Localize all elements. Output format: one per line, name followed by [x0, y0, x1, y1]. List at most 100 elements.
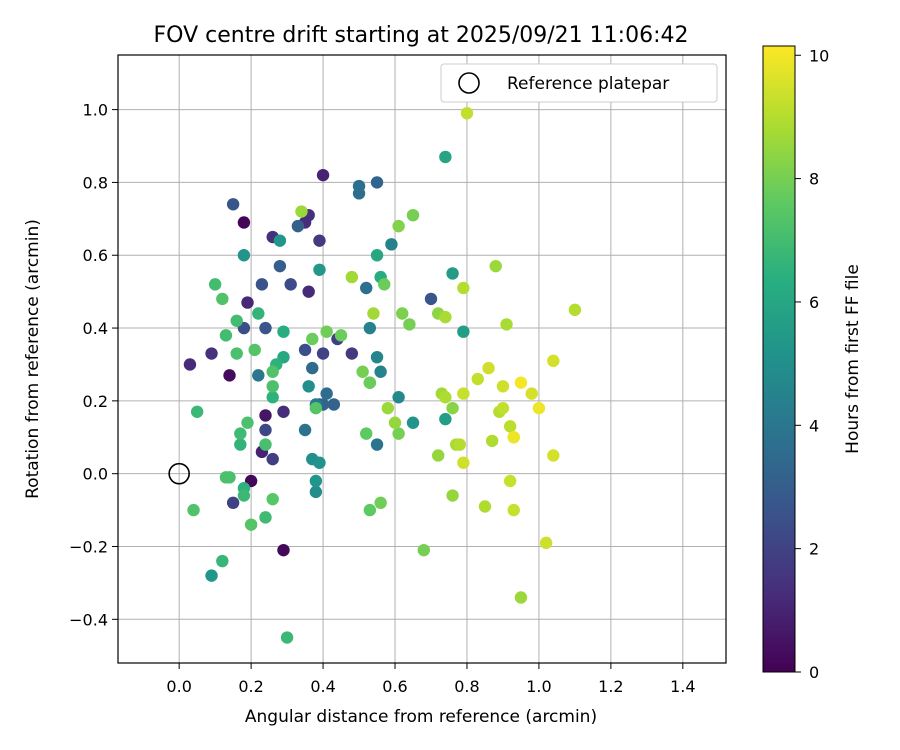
scatter-point [374, 365, 387, 378]
scatter-point [460, 107, 474, 120]
scatter-point [306, 361, 319, 375]
scatter-point [478, 500, 492, 513]
scatter-point [385, 238, 398, 251]
colorbar-tick-label: 10 [809, 46, 829, 65]
scatter-point [273, 259, 287, 273]
legend: Reference platepar [440, 63, 718, 103]
scatter-point [352, 179, 366, 193]
scatter-point [363, 376, 377, 389]
scatter-point [363, 321, 377, 335]
scatter-point [457, 325, 470, 338]
scatter-point [334, 329, 348, 342]
scatter-point [280, 631, 294, 644]
scatter-point [244, 518, 258, 531]
scatter-point [457, 387, 470, 400]
scatter-point [500, 318, 513, 331]
x-axis-ticks: 0.0 0.2 0.4 0.6 0.8 1.0 1.2 1.4 [166, 663, 696, 696]
y-tick-label: 0.0 [83, 465, 108, 484]
scatter-point [259, 321, 272, 335]
scatter-point [309, 401, 323, 415]
scatter-point [277, 543, 290, 557]
scatter-point [327, 398, 341, 411]
scatter-point [424, 292, 438, 306]
colorbar-ticks: 0 2 4 6 8 10 [795, 46, 829, 682]
scatter-point [367, 307, 380, 320]
scatter-point [241, 296, 254, 309]
scatter-point [226, 496, 240, 510]
scatter-point [266, 365, 279, 378]
chart-title: FOV centre drift starting at 2025/09/21 … [154, 23, 689, 48]
x-tick-label: 0.4 [310, 677, 335, 696]
scatter-point [453, 438, 466, 451]
colorbar-tick-label: 4 [809, 416, 819, 435]
reference-platepar-marker [168, 462, 190, 485]
scatter-point [388, 416, 402, 429]
scatter-point [313, 263, 326, 277]
scatter-point [223, 369, 236, 382]
scatter-point [406, 416, 420, 429]
scatter-point [237, 216, 251, 229]
scatter-point [183, 358, 197, 371]
scatter-point [403, 318, 416, 331]
scatter-point [306, 332, 319, 346]
scatter-point [439, 150, 452, 164]
scatter-point [446, 401, 459, 415]
legend-reference-label: Reference platepar [507, 74, 669, 94]
scatter-point [431, 449, 445, 462]
colorbar-tick-label: 6 [809, 293, 819, 312]
scatter-point [226, 198, 240, 211]
scatter-point [360, 427, 373, 440]
scatter-point [248, 343, 261, 357]
y-tick-label: −0.2 [69, 537, 108, 556]
scatter-point [363, 503, 377, 517]
scatter-point [277, 325, 290, 338]
x-tick-label: 0.6 [382, 677, 407, 696]
scatter-point [277, 405, 290, 418]
scatter-point [446, 489, 459, 502]
colorbar-tick-label: 0 [809, 663, 819, 682]
x-tick-label: 0.8 [454, 677, 479, 696]
scatter-point [190, 405, 204, 418]
scatter-point [216, 292, 229, 306]
scatter-point [547, 449, 560, 462]
y-tick-label: −0.4 [69, 610, 108, 629]
scatter-point [205, 347, 218, 360]
y-tick-label: 0.6 [83, 246, 108, 265]
scatter-point [539, 536, 553, 550]
scatter-point [378, 278, 391, 291]
scatter-point [302, 285, 315, 298]
scatter-point [313, 456, 326, 469]
scatter-point [446, 267, 459, 280]
scatter-point [345, 347, 359, 360]
scatter-point [234, 427, 247, 440]
scatter-point [417, 543, 430, 557]
scatter-point [496, 401, 510, 415]
scatter-point [482, 361, 495, 375]
y-axis-label: Rotation from reference (arcmin) [23, 219, 43, 499]
scatter-point [370, 350, 384, 364]
x-tick-label: 1.0 [526, 677, 551, 696]
scatter-point [370, 176, 384, 189]
colorbar-label: Hours from first FF file [843, 264, 863, 454]
scatter-point [219, 329, 233, 342]
colorbar-tick-label: 2 [809, 540, 819, 559]
scatter-point [485, 434, 499, 448]
y-axis-ticks: −0.4 −0.2 0.0 0.2 0.4 0.6 0.8 1.0 [69, 101, 118, 629]
scatter-point [298, 423, 312, 437]
x-tick-label: 1.4 [670, 677, 695, 696]
colorbar: 0 2 4 6 8 10 Hours from first FF file [762, 45, 863, 682]
x-tick-label: 0.2 [238, 677, 263, 696]
scatter-point [392, 391, 405, 404]
scatter-point [230, 347, 243, 360]
scatter-point [252, 369, 265, 382]
scatter-point [252, 307, 265, 320]
scatter-point [241, 416, 254, 429]
scatter-point [259, 409, 272, 422]
scatter-point [302, 380, 315, 393]
scatter-point [507, 503, 520, 517]
scatter-point [187, 503, 200, 517]
scatter-point [370, 249, 384, 262]
scatter-point [381, 401, 395, 415]
scatter-point [503, 420, 517, 433]
scatter-point [356, 365, 369, 378]
